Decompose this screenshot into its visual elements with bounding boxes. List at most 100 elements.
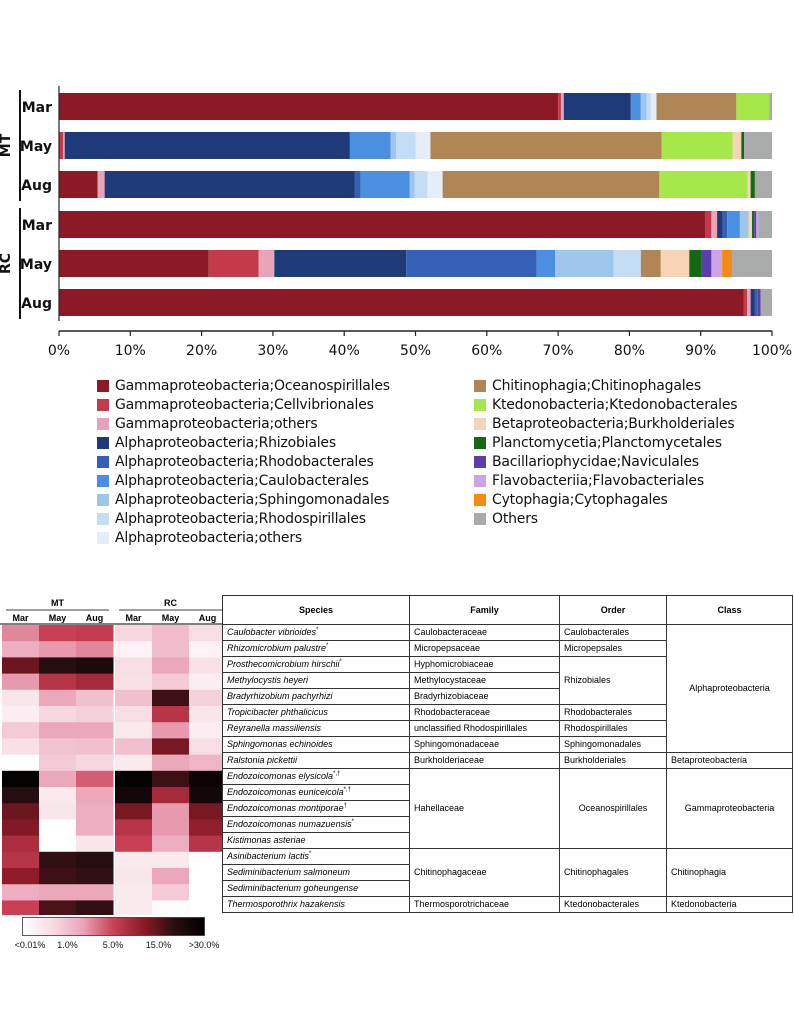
x-tick-label: 90%	[685, 343, 716, 359]
order-cell: Rhodobacterales	[559, 704, 667, 721]
bar-segment	[104, 171, 355, 198]
legend-swatch	[97, 398, 109, 411]
legend-item: Alphaproteobacteria;others	[97, 528, 390, 547]
heatmap-cell	[76, 738, 114, 756]
x-tick-label: 0%	[48, 343, 70, 359]
bar-chart-legend: Gammaproteobacteria;Oceanospirillales Gam…	[97, 376, 777, 551]
bar-segment	[427, 171, 443, 198]
heatmap-cell	[152, 835, 190, 853]
legend-column-left: Gammaproteobacteria;Oceanospirillales Gam…	[97, 376, 390, 547]
bar-segment	[732, 132, 742, 159]
heatmap-col-label: Mar	[125, 613, 142, 623]
heatmap-cell	[115, 689, 153, 707]
abundance-heatmap: MT Mar May Aug RC Mar May Aug	[0, 598, 222, 915]
x-tick-label: 50%	[400, 343, 431, 359]
bar-segment	[722, 211, 728, 238]
heatmap-cell	[76, 641, 114, 658]
heatmap-cell	[39, 835, 77, 853]
heatmap-cell	[189, 673, 222, 691]
order-cell: Burkholderiales	[559, 752, 667, 769]
group-label: MT	[0, 133, 14, 157]
bar-segment	[704, 211, 712, 238]
heatmap-group-label: MT	[51, 598, 64, 608]
species-cell: Tropicibacter phthalicicus	[222, 704, 410, 721]
table-row: Endozoicomonas elysicola*,† Hahellaceae …	[222, 768, 793, 849]
bar-segment	[757, 289, 761, 316]
species-cell: Endozoicomonas euniceicola*,†	[222, 784, 410, 801]
order-cell: Rhizobiales	[559, 656, 667, 705]
heatmap-cell	[189, 835, 222, 853]
row-label: Aug	[21, 296, 52, 312]
bar-segment	[349, 132, 391, 159]
family-cell: Hyphomicrobiaceae	[409, 656, 560, 673]
heatmap-cell	[152, 706, 190, 723]
legend-label: Alphaproteobacteria;Rhodospirillales	[115, 510, 366, 527]
species-cell: Asinibacterium lactis*	[222, 848, 410, 865]
legend-item: Gammaproteobacteria;Oceanospirillales	[97, 376, 390, 395]
bar-segment	[701, 250, 712, 277]
bar-segment	[769, 93, 772, 120]
heatmap-cell	[152, 851, 190, 869]
heatmap-cell	[115, 819, 153, 837]
heatmap-cell	[2, 754, 40, 772]
heatmap-cell	[115, 770, 153, 788]
bar-segment	[613, 250, 641, 277]
legend-label: Gammaproteobacteria;others	[115, 415, 318, 432]
species-cell: Sediminibacterium goheungense	[222, 880, 410, 897]
heatmap-cell	[152, 657, 190, 675]
heatmap-cell	[189, 868, 222, 885]
heatmap-cell	[115, 900, 153, 915]
heatmap-cell	[39, 738, 77, 756]
heatmap-cell	[39, 900, 77, 915]
heatmap-cell	[76, 819, 114, 837]
legend-label: Gammaproteobacteria;Cellvibrionales	[115, 396, 374, 413]
taxonomy-table: Species Family Order Class Caulobacter v…	[222, 595, 793, 913]
legend-item: Betaproteobacteria;Burkholderiales	[474, 414, 737, 433]
heatmap-cell	[2, 835, 40, 853]
family-cell: Methylocystaceae	[409, 672, 560, 689]
species-cell: Reyranella massiliensis	[222, 720, 410, 737]
group-label: RC	[0, 253, 14, 274]
bar-segment	[711, 211, 718, 238]
order-cell: Sphingomonadales	[559, 736, 667, 753]
heatmap-cell	[115, 738, 153, 756]
family-header: Family	[409, 595, 560, 625]
bar-segment	[430, 132, 662, 159]
legend-item: Alphaproteobacteria;Rhizobiales	[97, 433, 390, 452]
bar-segment	[64, 132, 350, 159]
legend-label: Chitinophagia;Chitinophagales	[492, 377, 701, 394]
species-cell: Methylocystis heyeri	[222, 672, 410, 689]
bar-segment	[758, 211, 772, 238]
bar-segment	[414, 171, 428, 198]
species-cell: Sphingomonas echinoides	[222, 736, 410, 753]
bar-segment	[717, 211, 723, 238]
legend-swatch	[97, 531, 109, 544]
heatmap-cell	[152, 868, 190, 885]
legend-label: Ktedonobacteria;Ktedonobacterales	[492, 396, 738, 413]
class-cell: Gammaproteobacteria	[666, 768, 793, 849]
bar-segment	[711, 250, 723, 277]
bar-segment	[646, 93, 651, 120]
heatmap-cell	[76, 803, 114, 820]
legend-item: Ktedonobacteria;Ktedonobacterales	[474, 395, 738, 414]
table-row: Rhizomicrobium palustre* Micropepsaceae …	[222, 640, 793, 657]
row-label: May	[20, 139, 52, 155]
table-row: Sphingomonas echinoides Sphingomonadacea…	[222, 736, 793, 753]
x-tick-label: 40%	[329, 343, 360, 359]
bar-segment	[744, 132, 772, 159]
species-cell: Kistimonas asteriae	[222, 832, 410, 849]
heatmap-cell	[2, 868, 40, 885]
row-label: May	[20, 257, 52, 273]
legend-label: Flavobacteriia;Flavobacteriales	[492, 472, 704, 489]
row-label: Mar	[22, 218, 52, 234]
family-cell: Burkholderiaceae	[409, 752, 560, 769]
heatmap-cell	[152, 641, 190, 658]
heatmap-cell	[189, 787, 222, 804]
heatmap-cell	[39, 884, 77, 901]
heatmap-cell	[39, 803, 77, 820]
bar-segment	[406, 250, 537, 277]
heatmap-cell	[2, 689, 40, 707]
bar-segment	[747, 171, 751, 198]
bar-segment	[640, 250, 661, 277]
legend-label: Alphaproteobacteria;Caulobacterales	[115, 472, 369, 489]
